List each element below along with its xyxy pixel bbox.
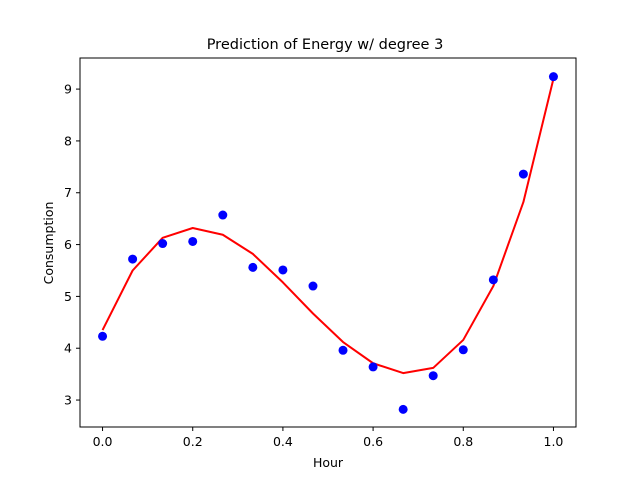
data-point — [428, 371, 438, 381]
data-point — [458, 345, 468, 355]
x-axis: 0.0 0.2 0.4 0.6 0.8 1.0 — [93, 427, 564, 449]
data-point — [218, 210, 228, 220]
data-point — [308, 281, 318, 291]
data-point — [368, 362, 378, 372]
data-point — [188, 236, 198, 246]
data-point — [398, 404, 408, 414]
plot-frame — [79, 57, 577, 428]
data-point — [278, 265, 288, 275]
y-axis-label: Consumption — [41, 202, 56, 285]
data-point — [338, 345, 348, 355]
data-point — [158, 239, 168, 249]
data-point — [128, 254, 138, 264]
y-tick-label: 8 — [64, 133, 72, 148]
y-tick-label: 3 — [64, 393, 72, 408]
scatter-points-layer — [98, 72, 558, 414]
y-tick-label: 4 — [64, 341, 72, 356]
y-tick-label: 5 — [64, 289, 72, 304]
plot-area — [79, 57, 577, 428]
chart-title: Prediction of Energy w/ degree 3 — [207, 37, 444, 53]
fit-line — [101, 78, 555, 375]
y-tick-label: 9 — [64, 82, 72, 97]
y-tick-label: 7 — [64, 185, 72, 200]
x-tick-label: 0.2 — [183, 434, 203, 449]
x-tick-label: 0.8 — [453, 434, 473, 449]
data-point — [518, 169, 528, 179]
x-tick-label: 0.6 — [363, 434, 383, 449]
data-point — [548, 72, 558, 82]
data-point — [248, 262, 258, 272]
x-tick-label: 1.0 — [544, 434, 564, 449]
x-axis-label: Hour — [313, 455, 344, 470]
x-tick-label: 0.0 — [93, 434, 113, 449]
y-tick-label: 6 — [64, 237, 72, 252]
x-tick-label: 0.4 — [273, 434, 293, 449]
data-point — [98, 331, 108, 341]
data-point — [488, 275, 498, 285]
fit-line-layer — [101, 78, 555, 375]
y-axis: 3 4 5 6 7 8 9 — [64, 82, 80, 408]
